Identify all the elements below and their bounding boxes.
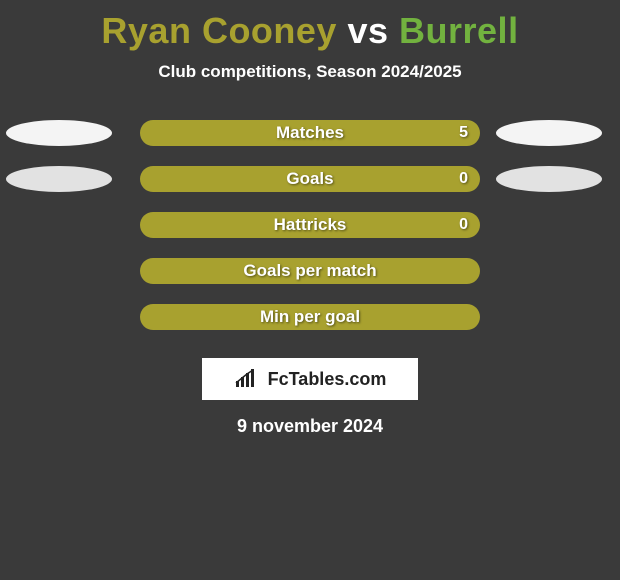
- bar-left-fill: [140, 166, 480, 192]
- bar-left-fill: [140, 258, 480, 284]
- stat-row: Min per goal: [0, 294, 620, 340]
- stat-bar: Matches5: [140, 120, 480, 146]
- player1-name: Ryan Cooney: [101, 10, 337, 51]
- comparison-title: Ryan Cooney vs Burrell: [0, 0, 620, 56]
- stat-bar: Min per goal: [140, 304, 480, 330]
- vs-text: vs: [347, 10, 388, 51]
- chart-bars-icon: [234, 369, 262, 389]
- stat-row: Hattricks0: [0, 202, 620, 248]
- player1-badge: [6, 166, 112, 192]
- stat-row: Goals0: [0, 156, 620, 202]
- site-logo: FcTables.com: [202, 358, 418, 400]
- bar-left-fill: [140, 120, 480, 146]
- bar-left-fill: [140, 304, 480, 330]
- logo-text: FcTables.com: [268, 369, 387, 390]
- stat-bar: Hattricks0: [140, 212, 480, 238]
- stat-bar: Goals0: [140, 166, 480, 192]
- stat-row: Goals per match: [0, 248, 620, 294]
- player2-badge: [496, 166, 602, 192]
- player2-name: Burrell: [399, 10, 519, 51]
- date-label: 9 november 2024: [0, 416, 620, 437]
- subtitle: Club competitions, Season 2024/2025: [0, 62, 620, 82]
- player2-badge: [496, 120, 602, 146]
- bar-left-fill: [140, 212, 480, 238]
- stat-bar: Goals per match: [140, 258, 480, 284]
- stats-container: Matches5 Goals0 Hattricks0 Goals per match M…: [0, 110, 620, 340]
- player1-badge: [6, 120, 112, 146]
- stat-row: Matches5: [0, 110, 620, 156]
